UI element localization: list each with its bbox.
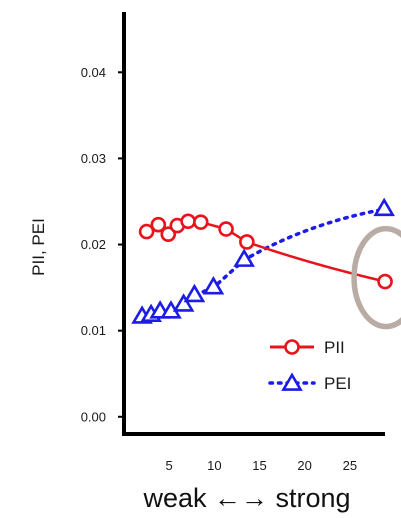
data-point-pii [150, 216, 167, 233]
y-tick-label: 0.01 [81, 323, 106, 338]
annotation-layer [351, 225, 401, 330]
legend-label-pii: PII [324, 338, 345, 357]
legend-item-pei: PEI [268, 372, 351, 393]
data-point-pii [377, 273, 393, 290]
data-point-pii [218, 221, 234, 237]
x-tick-label: 25 [343, 458, 357, 473]
x-tick-label: 10 [207, 458, 221, 473]
x-tick-label: 20 [297, 458, 311, 473]
data-point-pii [180, 213, 196, 230]
y-tick-label: 0.00 [81, 409, 106, 424]
legend-label-pei: PEI [324, 374, 351, 393]
y-tick-label: 0.03 [81, 151, 106, 166]
highlight-ellipse [351, 225, 401, 330]
y-tick-label: 0.04 [81, 65, 106, 80]
x-tick-label: 15 [252, 458, 266, 473]
legend-item-pii: PII [270, 338, 345, 357]
legend: PII PEI [268, 338, 351, 393]
data-point-pei [172, 293, 195, 312]
data-point-pei [183, 283, 206, 303]
data-point-pii [160, 226, 177, 242]
data-point-pii [192, 214, 209, 230]
legend-marker-pei [281, 372, 303, 391]
series-line-pei [140, 207, 386, 319]
x-axis-label: weak ←→ strong [142, 483, 350, 513]
data-point-pei [373, 197, 395, 217]
data-point-pei [233, 248, 255, 267]
data-point-pei [202, 276, 225, 295]
series-pei [131, 197, 395, 324]
data-point-pii [239, 234, 255, 250]
axes: 0.00 0.01 0.02 0.03 0.04 5 10 15 20 25 [81, 12, 385, 473]
legend-marker-pii [284, 339, 300, 355]
x-tick-label: 5 [166, 458, 173, 473]
data-point-pii [138, 223, 155, 240]
y-axis-label: PII, PEI [29, 218, 48, 276]
y-tick-label: 0.02 [81, 237, 106, 252]
